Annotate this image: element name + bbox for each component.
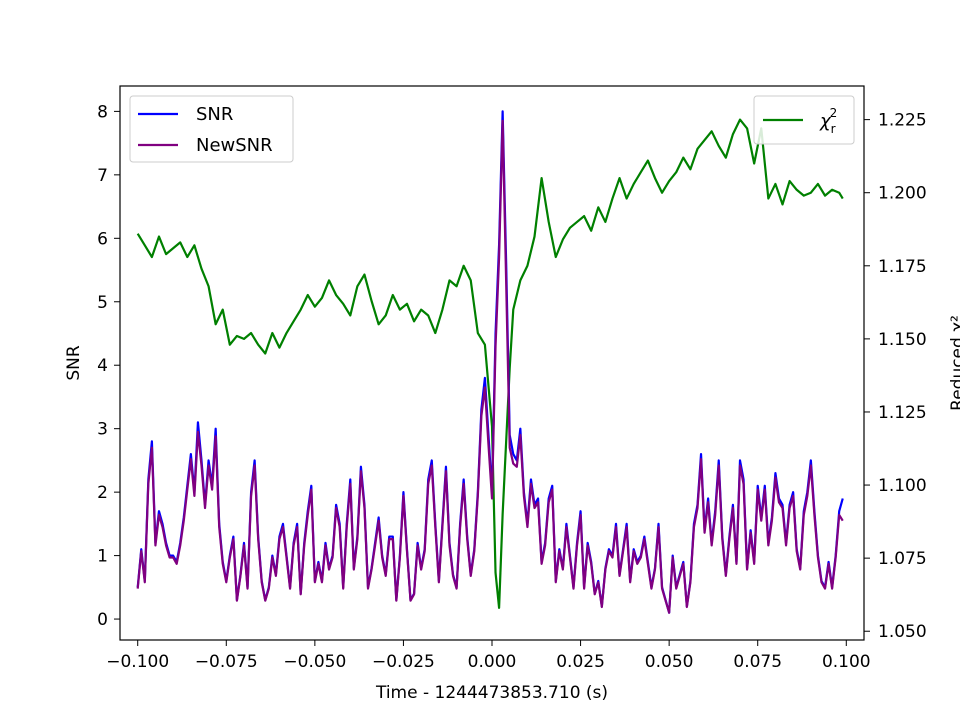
series-line-newsnr	[136, 119, 844, 614]
y-left-tick-label: 1	[97, 547, 108, 567]
y-left-tick-label: 5	[97, 293, 108, 313]
x-tick-label: 0.050	[645, 652, 694, 672]
x-tick-label: −0.050	[283, 652, 346, 672]
legend-right: χr2	[753, 95, 855, 145]
y-right-tick-label: 1.125	[878, 403, 927, 423]
y-left-tick-label: 7	[97, 166, 108, 186]
series-layer	[136, 110, 844, 614]
x-tick-label: −0.025	[372, 652, 435, 672]
y-right-tick-label: 1.200	[878, 184, 927, 204]
y-left-tick-label: 4	[97, 356, 108, 376]
x-tick-label: 0.000	[468, 652, 517, 672]
x-tick-label: −0.075	[195, 652, 258, 672]
x-tick-label: 0.075	[733, 652, 782, 672]
y-left-tick-label: 3	[97, 420, 108, 440]
y-right-tick-label: 1.100	[878, 476, 927, 496]
y-left-tick-label: 8	[97, 102, 108, 122]
y-axis-right-title: Reduced χ²	[948, 315, 960, 411]
y-right-tick-label: 1.150	[878, 330, 927, 350]
y-left-tick-label: 2	[97, 483, 108, 503]
y-right-tick-label: 1.225	[878, 111, 927, 131]
legend-left: SNR NewSNR	[129, 95, 294, 163]
x-tick-label: 0.100	[822, 652, 871, 672]
legend-label-snr: SNR	[196, 104, 233, 125]
x-axis: −0.100 −0.075 −0.050 −0.025 0.000 0.025 0.050 0…	[106, 640, 871, 672]
legend-right-box	[753, 95, 855, 145]
legend-label-newsnr: NewSNR	[196, 135, 273, 156]
series-line--r	[136, 118, 844, 609]
x-tick-label: 0.025	[556, 652, 605, 672]
y-left-tick-label: 6	[97, 229, 108, 249]
y-axis-left: 0 1 2 3 4 5 6 7 8	[97, 102, 120, 630]
y-right-tick-label: 1.175	[878, 257, 927, 277]
y-left-tick-label: 0	[97, 610, 108, 630]
legend-label-chi2: χr2	[819, 106, 837, 136]
x-axis-title: Time - 1244473853.710 (s)	[375, 683, 608, 703]
x-tick-label: −0.100	[106, 652, 169, 672]
y-right-tick-label: 1.050	[878, 622, 927, 642]
y-axis-left-title: SNR	[64, 345, 84, 381]
y-right-tick-label: 1.075	[878, 549, 927, 569]
y-axis-right: 1.050 1.075 1.100 1.125 1.150 1.175 1.200 1.225	[864, 111, 927, 642]
